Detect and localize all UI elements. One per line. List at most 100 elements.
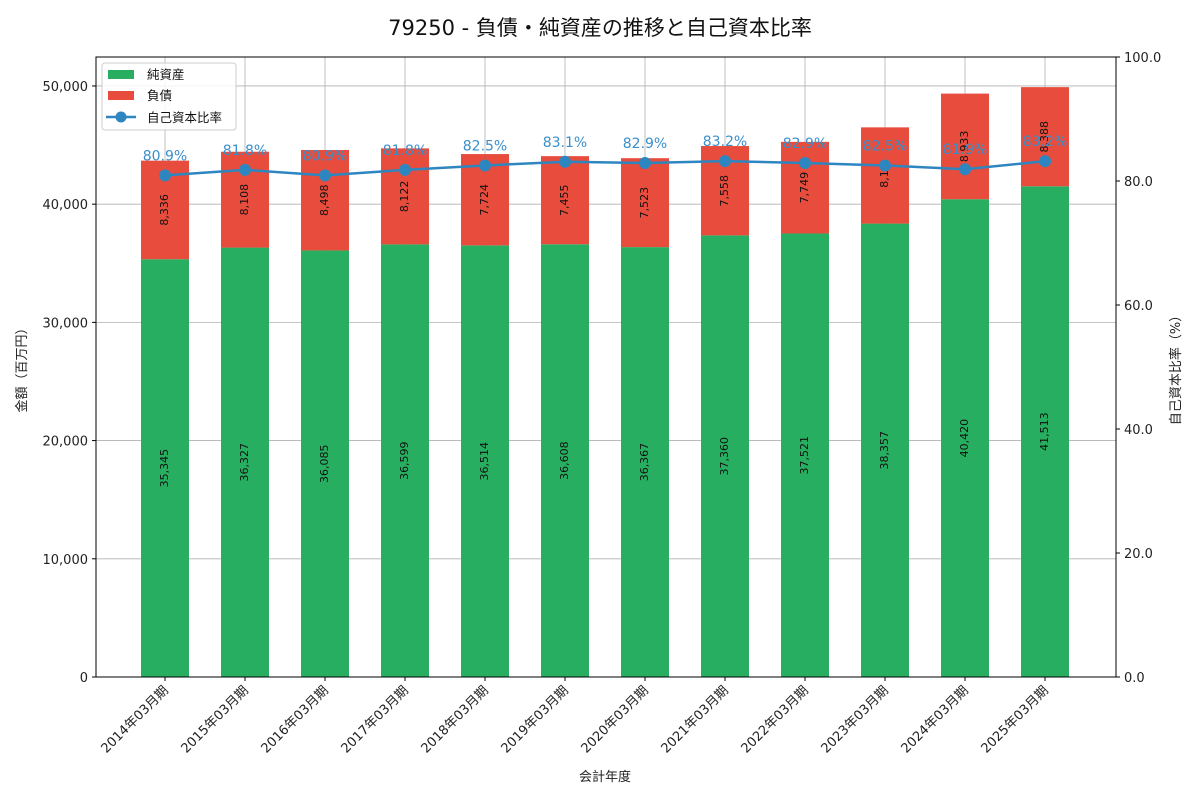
left-axis: 0 10,000 20,000 30,000 40,000 50,000 (43, 80, 96, 686)
x-tick-label: 2017年03月期 (339, 683, 412, 756)
liabilities-value-label: 8,498 (318, 184, 331, 216)
legend-equity-swatch (108, 70, 134, 79)
ratio-marker (959, 163, 971, 176)
right-tick-label: 40.0 (1124, 423, 1153, 438)
ratio-marker (639, 157, 651, 170)
left-tick-label: 10,000 (43, 553, 89, 568)
equity-bar (781, 233, 829, 677)
equity-value-label: 35,345 (158, 449, 171, 488)
ratio-value-label: 81.8% (223, 143, 267, 159)
ratio-marker (1039, 155, 1051, 168)
x-tick-label: 2016年03月期 (259, 683, 332, 756)
ratio-value-label: 80.9% (143, 148, 187, 164)
equity-bar (141, 259, 189, 677)
equity-bar (621, 247, 669, 677)
right-tick-label: 80.0 (1124, 175, 1153, 190)
chart-title: 79250 - 負債・純資産の推移と自己資本比率 (388, 16, 812, 40)
liabilities-value-label: 7,455 (558, 184, 571, 216)
ratio-value-label: 81.9% (943, 142, 987, 158)
equity-bar (701, 235, 749, 677)
liabilities-value-label: 8,108 (238, 184, 251, 216)
legend-equity-label: 純資産 (147, 67, 185, 82)
ratio-marker (879, 159, 891, 172)
equity-value-label: 40,420 (958, 419, 971, 458)
x-axis: 2014年03月期 2015年03月期 2016年03月期 2017年03月期 2018… (99, 677, 1052, 757)
plot-frame (95, 56, 1117, 678)
liabilities-bar (621, 158, 669, 248)
ratio-value-label: 82.5% (863, 139, 907, 155)
equity-value-label: 37,521 (798, 436, 811, 475)
x-tick-label: 2022年03月期 (739, 683, 812, 756)
left-tick-label: 30,000 (43, 316, 89, 331)
liabilities-bar (301, 149, 349, 251)
liabilities-bar (941, 93, 989, 200)
ratio-marker (319, 169, 331, 182)
x-tick-label: 2024年03月期 (899, 683, 972, 756)
ratio-value-label: 83.2% (703, 134, 747, 150)
ratio-marker (159, 169, 171, 182)
equity-value-label: 36,327 (238, 443, 251, 482)
ratio-marker (559, 155, 571, 168)
x-tick-label: 2023年03月期 (819, 683, 892, 756)
liabilities-value-label: 7,749 (798, 172, 811, 204)
right-tick-label: 100.0 (1124, 51, 1161, 66)
x-tick-label: 2025年03月期 (979, 683, 1052, 756)
liabilities-value-label: 8,933 (958, 131, 971, 163)
liabilities-value-label: 8,336 (158, 194, 171, 226)
bars: 35,345 8,336 36,327 8,108 36,085 8,498 36,599 8… (141, 87, 1069, 678)
ratio-marker (239, 163, 251, 176)
x-tick-label: 2018年03月期 (419, 683, 492, 756)
liabilities-value-label: 8,388 (1038, 121, 1051, 153)
ratio-value-label: 81.8% (383, 143, 427, 159)
equity-value-label: 37,360 (718, 437, 731, 476)
ratio-value-label: 80.9% (303, 148, 347, 164)
equity-value-label: 36,085 (318, 444, 331, 483)
x-tick-label: 2019年03月期 (499, 683, 572, 756)
x-tick-label: 2021年03月期 (659, 683, 732, 756)
legend-liabilities-label: 負債 (147, 88, 172, 103)
equity-bar (461, 245, 509, 677)
ratio-value-label: 82.5% (463, 139, 507, 155)
right-axis: 0.0 20.0 40.0 60.0 80.0 100.0 (1116, 51, 1161, 686)
liabilities-bar (541, 156, 589, 245)
legend-ratio-label: 自己資本比率 (147, 110, 222, 125)
equity-bar (221, 247, 269, 677)
left-axis-title: 金額（百万円） (14, 321, 30, 412)
liabilities-bar (861, 127, 909, 224)
x-tick-label: 2014年03月期 (99, 683, 172, 756)
right-axis-title: 自己資本比率（%） (1168, 309, 1184, 425)
ratio-value-label: 82.9% (783, 136, 827, 152)
x-tick-label: 2020年03月期 (579, 683, 652, 756)
right-tick-label: 20.0 (1124, 547, 1153, 562)
equity-bar (381, 244, 429, 677)
equity-bar (861, 223, 909, 677)
left-tick-label: 0 (80, 671, 88, 686)
ratio-line: 80.9% 81.8% 80.9% 81.8% 82.5% 83.1% 82.9% 83.2%… (143, 134, 1067, 182)
left-tick-label: 20,000 (43, 435, 89, 450)
right-tick-label: 0.0 (1124, 671, 1145, 686)
equity-bar (941, 199, 989, 677)
ratio-marker (719, 155, 731, 168)
left-tick-label: 50,000 (43, 80, 89, 95)
legend-liabilities-swatch (108, 91, 134, 100)
right-tick-label: 60.0 (1124, 299, 1153, 314)
equity-bar (301, 250, 349, 678)
equity-bar (541, 244, 589, 677)
ratio-marker (399, 163, 411, 176)
liabilities-bar (1021, 87, 1069, 187)
ratio-value-label: 82.9% (623, 136, 667, 152)
ratio-marker (799, 157, 811, 170)
left-tick-label: 40,000 (43, 198, 89, 213)
ratio-marker (479, 159, 491, 172)
equity-value-label: 36,599 (398, 441, 411, 480)
equity-value-label: 38,357 (878, 431, 891, 470)
equity-value-label: 36,514 (478, 442, 491, 481)
ratio-value-label: 83.2% (1023, 134, 1067, 150)
liabilities-value-label: 7,523 (638, 187, 651, 219)
x-axis-title: 会計年度 (579, 769, 631, 785)
liabilities-value-label: 7,724 (478, 184, 491, 216)
equity-value-label: 41,513 (1038, 412, 1051, 451)
liabilities-value-label: 8,122 (398, 181, 411, 213)
ratio-value-label: 83.1% (543, 135, 587, 151)
